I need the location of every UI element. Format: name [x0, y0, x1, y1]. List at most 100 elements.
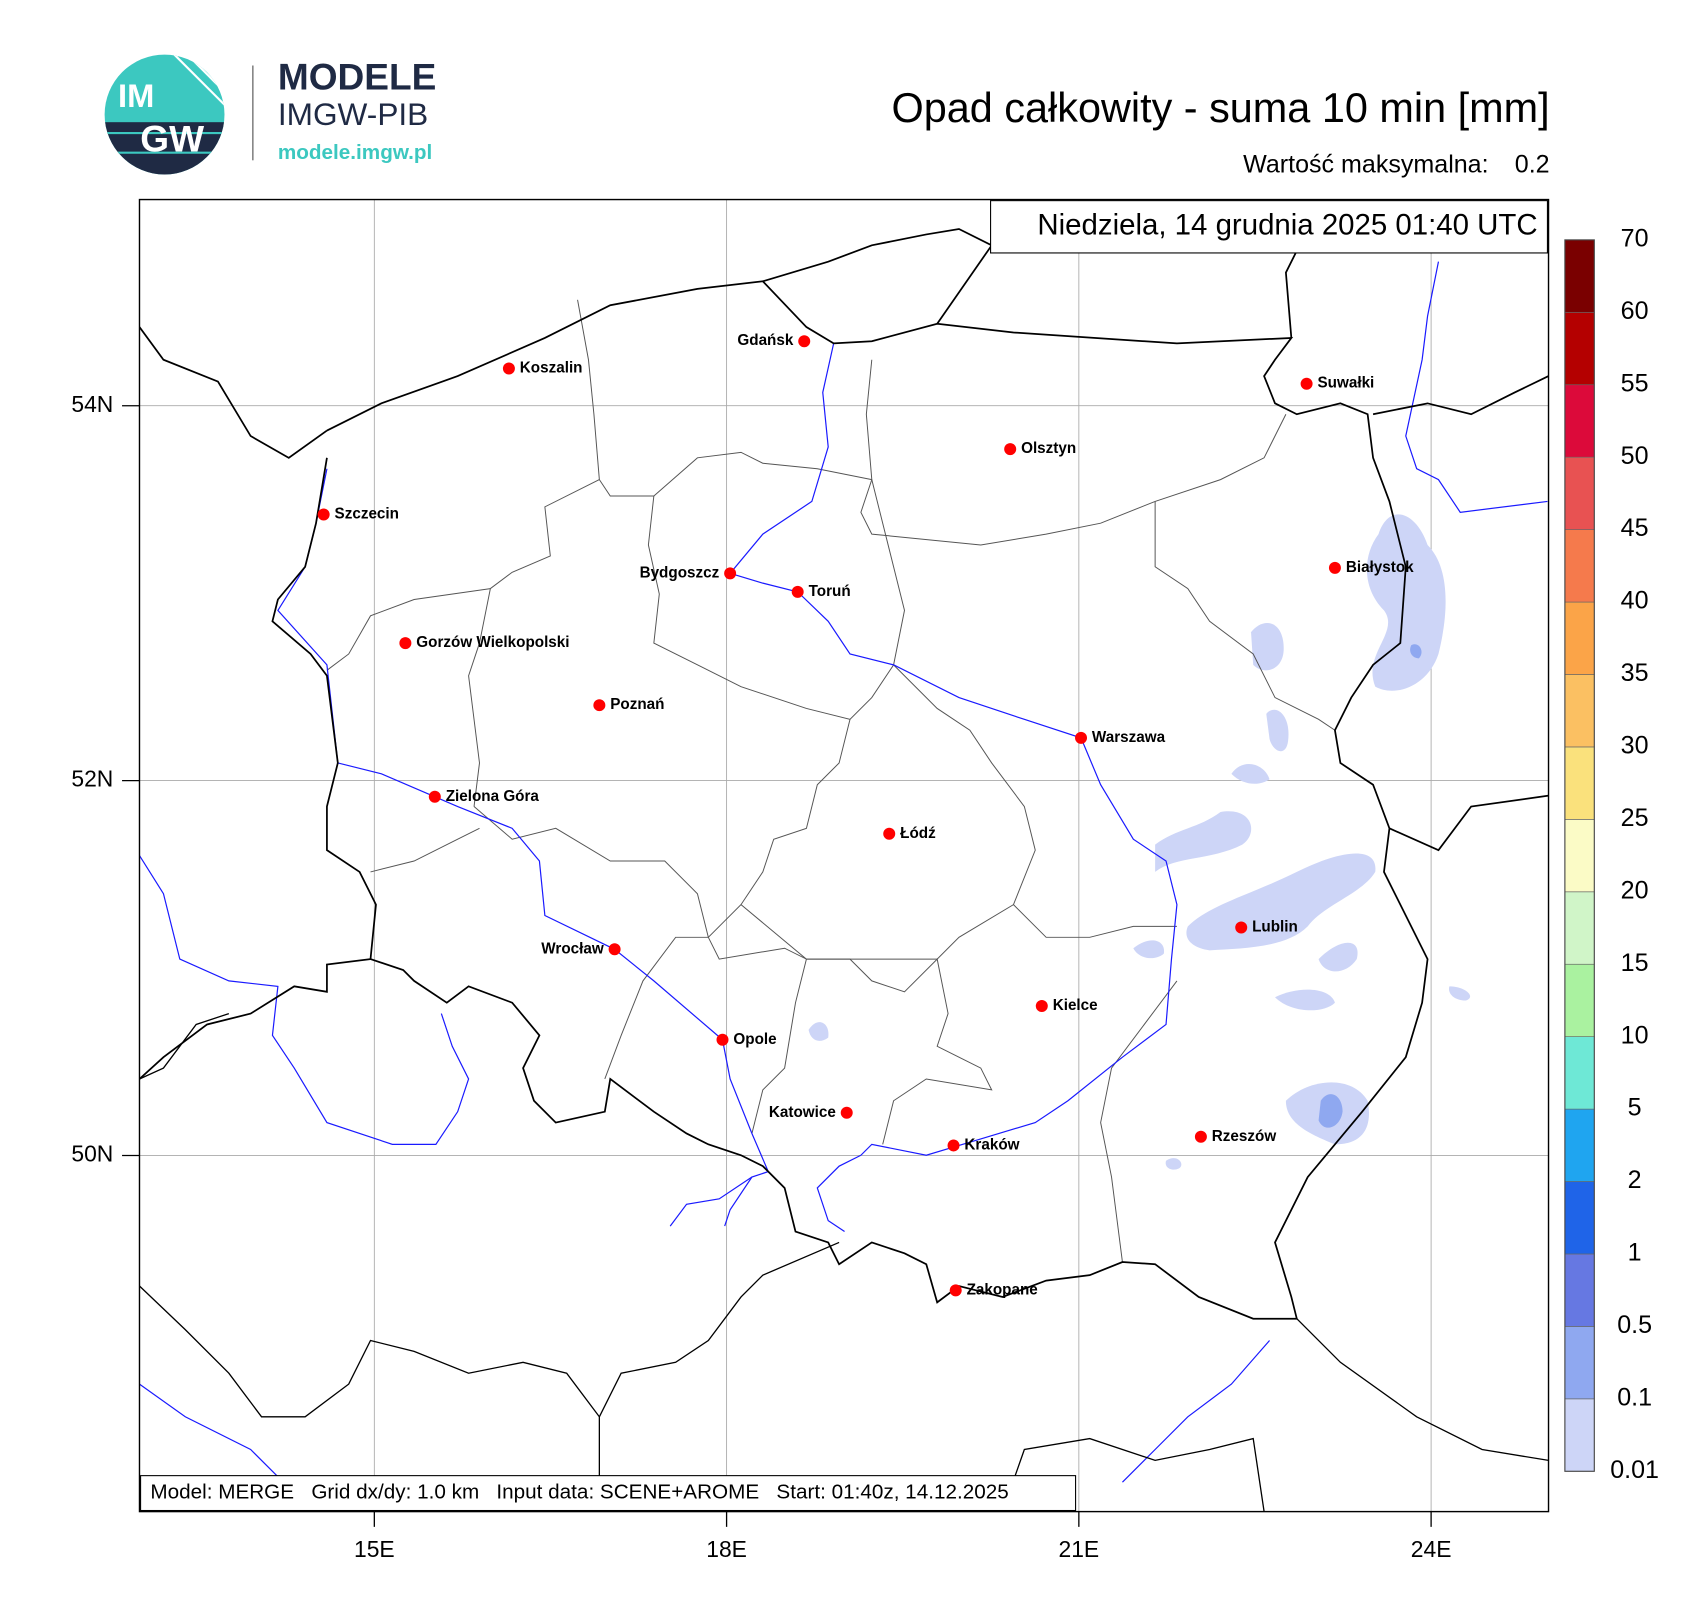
- river: [1405, 261, 1548, 513]
- city-dot: [883, 827, 896, 840]
- province-border: [326, 588, 491, 671]
- country-border: [326, 280, 1429, 1320]
- precip-area: [1448, 986, 1471, 1001]
- river: [1122, 1340, 1271, 1483]
- city-dot: [716, 1033, 729, 1046]
- precip-area: [1133, 940, 1165, 959]
- colorbar-bin: [1564, 311, 1595, 386]
- precip-area: [1155, 811, 1252, 872]
- precip-area: [1410, 644, 1422, 659]
- precipitation: [808, 514, 1471, 1170]
- lon-tick-label: 15E: [354, 1536, 395, 1562]
- colorbar-bin: [1564, 1181, 1595, 1255]
- logo-mark-top: IM: [118, 77, 154, 114]
- colorbar-label: 70: [1621, 224, 1649, 252]
- colorbar-label: 25: [1621, 804, 1649, 832]
- city-label: Koszalin: [520, 359, 583, 376]
- river: [669, 1176, 753, 1227]
- map-frame: [138, 198, 1550, 1513]
- city-label: Kraków: [964, 1136, 1019, 1153]
- precip-area: [1251, 622, 1284, 671]
- city-label: Zielona Góra: [446, 788, 540, 805]
- colorbar-bin: [1564, 1398, 1595, 1472]
- province-border: [1154, 501, 1336, 731]
- colorbar-label: 60: [1621, 297, 1649, 325]
- province-border: [707, 937, 807, 1134]
- country-border: [1001, 1437, 1265, 1512]
- lat-tick-label: 54N: [71, 391, 113, 417]
- max-value: 0.2: [1515, 150, 1550, 178]
- city-label: Poznań: [610, 696, 664, 713]
- colorbar-frame: [1564, 239, 1595, 1472]
- precip-area: [1275, 989, 1335, 1011]
- river: [277, 468, 770, 1227]
- logo-title: MODELE: [278, 55, 436, 97]
- colorbar-label: 50: [1621, 442, 1649, 470]
- lon-tick-label: 18E: [706, 1536, 747, 1562]
- colorbar-label: 55: [1621, 369, 1649, 397]
- colorbar-label: 15: [1621, 949, 1649, 977]
- city-dot: [502, 362, 515, 375]
- city-dot: [1075, 731, 1088, 744]
- colorbar-bin: [1564, 891, 1595, 965]
- footer-box: [140, 1475, 1077, 1512]
- city-dot: [840, 1106, 853, 1119]
- country-border: [1372, 375, 1549, 416]
- country-border: [139, 1285, 601, 1512]
- lat-tick-label: 50N: [71, 1141, 113, 1167]
- city-label: Gorzów Wielkopolski: [416, 634, 569, 651]
- lat-tick-label: 52N: [71, 766, 113, 792]
- colorbar-label: 1: [1628, 1239, 1642, 1267]
- country-border: [139, 457, 377, 1080]
- precip-area: [1231, 763, 1270, 784]
- colorbar-bin: [1564, 1108, 1595, 1182]
- colorbar-label: 35: [1621, 659, 1649, 687]
- colorbar-label: 0.1: [1617, 1383, 1652, 1411]
- city-dot: [949, 1284, 962, 1297]
- logo-url: modele.imgw.pl: [278, 141, 432, 164]
- colorbar-bin: [1564, 674, 1595, 748]
- city-label: Lublin: [1252, 919, 1298, 936]
- river: [816, 1154, 862, 1233]
- country-border: [1296, 1318, 1549, 1462]
- city-dot: [798, 335, 811, 348]
- city-label: Bydgoszcz: [640, 564, 720, 581]
- city-label: Łódź: [900, 825, 936, 842]
- colorbar-label: 5: [1628, 1094, 1642, 1122]
- city-label: Wrocław: [541, 940, 604, 957]
- valid-time: Niedziela, 14 grudnia 2025 01:40 UTC: [1037, 209, 1537, 242]
- grid: [139, 199, 1549, 1512]
- city-label: Białystok: [1346, 559, 1414, 576]
- city-dot: [608, 943, 621, 956]
- province-border: [647, 479, 905, 720]
- axis-ticks: 15E 18E 21E 24E 50N 52N 54N: [71, 391, 1451, 1562]
- city-dot: [317, 508, 330, 521]
- precip-area: [808, 1022, 829, 1041]
- city-label: Toruń: [809, 583, 851, 600]
- colorbar-bin: [1564, 819, 1595, 893]
- colorbar-label: 10: [1621, 1021, 1649, 1049]
- colorbar-bin: [1564, 239, 1595, 313]
- city-label: Suwałki: [1318, 375, 1375, 392]
- geography: [139, 228, 1549, 1512]
- province-border: [893, 664, 1177, 938]
- city-dot: [428, 790, 441, 803]
- city-label: Warszawa: [1092, 729, 1166, 746]
- province-border: [707, 719, 851, 938]
- city-dot: [1004, 443, 1017, 456]
- province-border: [806, 958, 993, 1145]
- city-dot: [1300, 377, 1313, 390]
- max-label: Wartość maksymalna:: [1243, 150, 1488, 178]
- city-dot: [1035, 999, 1048, 1012]
- city-dot: [399, 637, 412, 650]
- lon-tick-label: 24E: [1411, 1536, 1452, 1562]
- city-dot: [791, 585, 804, 598]
- colorbar-bin: [1564, 1253, 1595, 1327]
- logo: IM GW MODELE IMGW-PIB modele.imgw.pl: [104, 54, 436, 175]
- city-label: Olsztyn: [1021, 440, 1076, 457]
- cities: Gdańsk Koszalin Suwałki Olsztyn Szczecin Biał…: [317, 332, 1414, 1298]
- colorbar-label: 30: [1621, 732, 1649, 760]
- city-dot: [1235, 921, 1248, 934]
